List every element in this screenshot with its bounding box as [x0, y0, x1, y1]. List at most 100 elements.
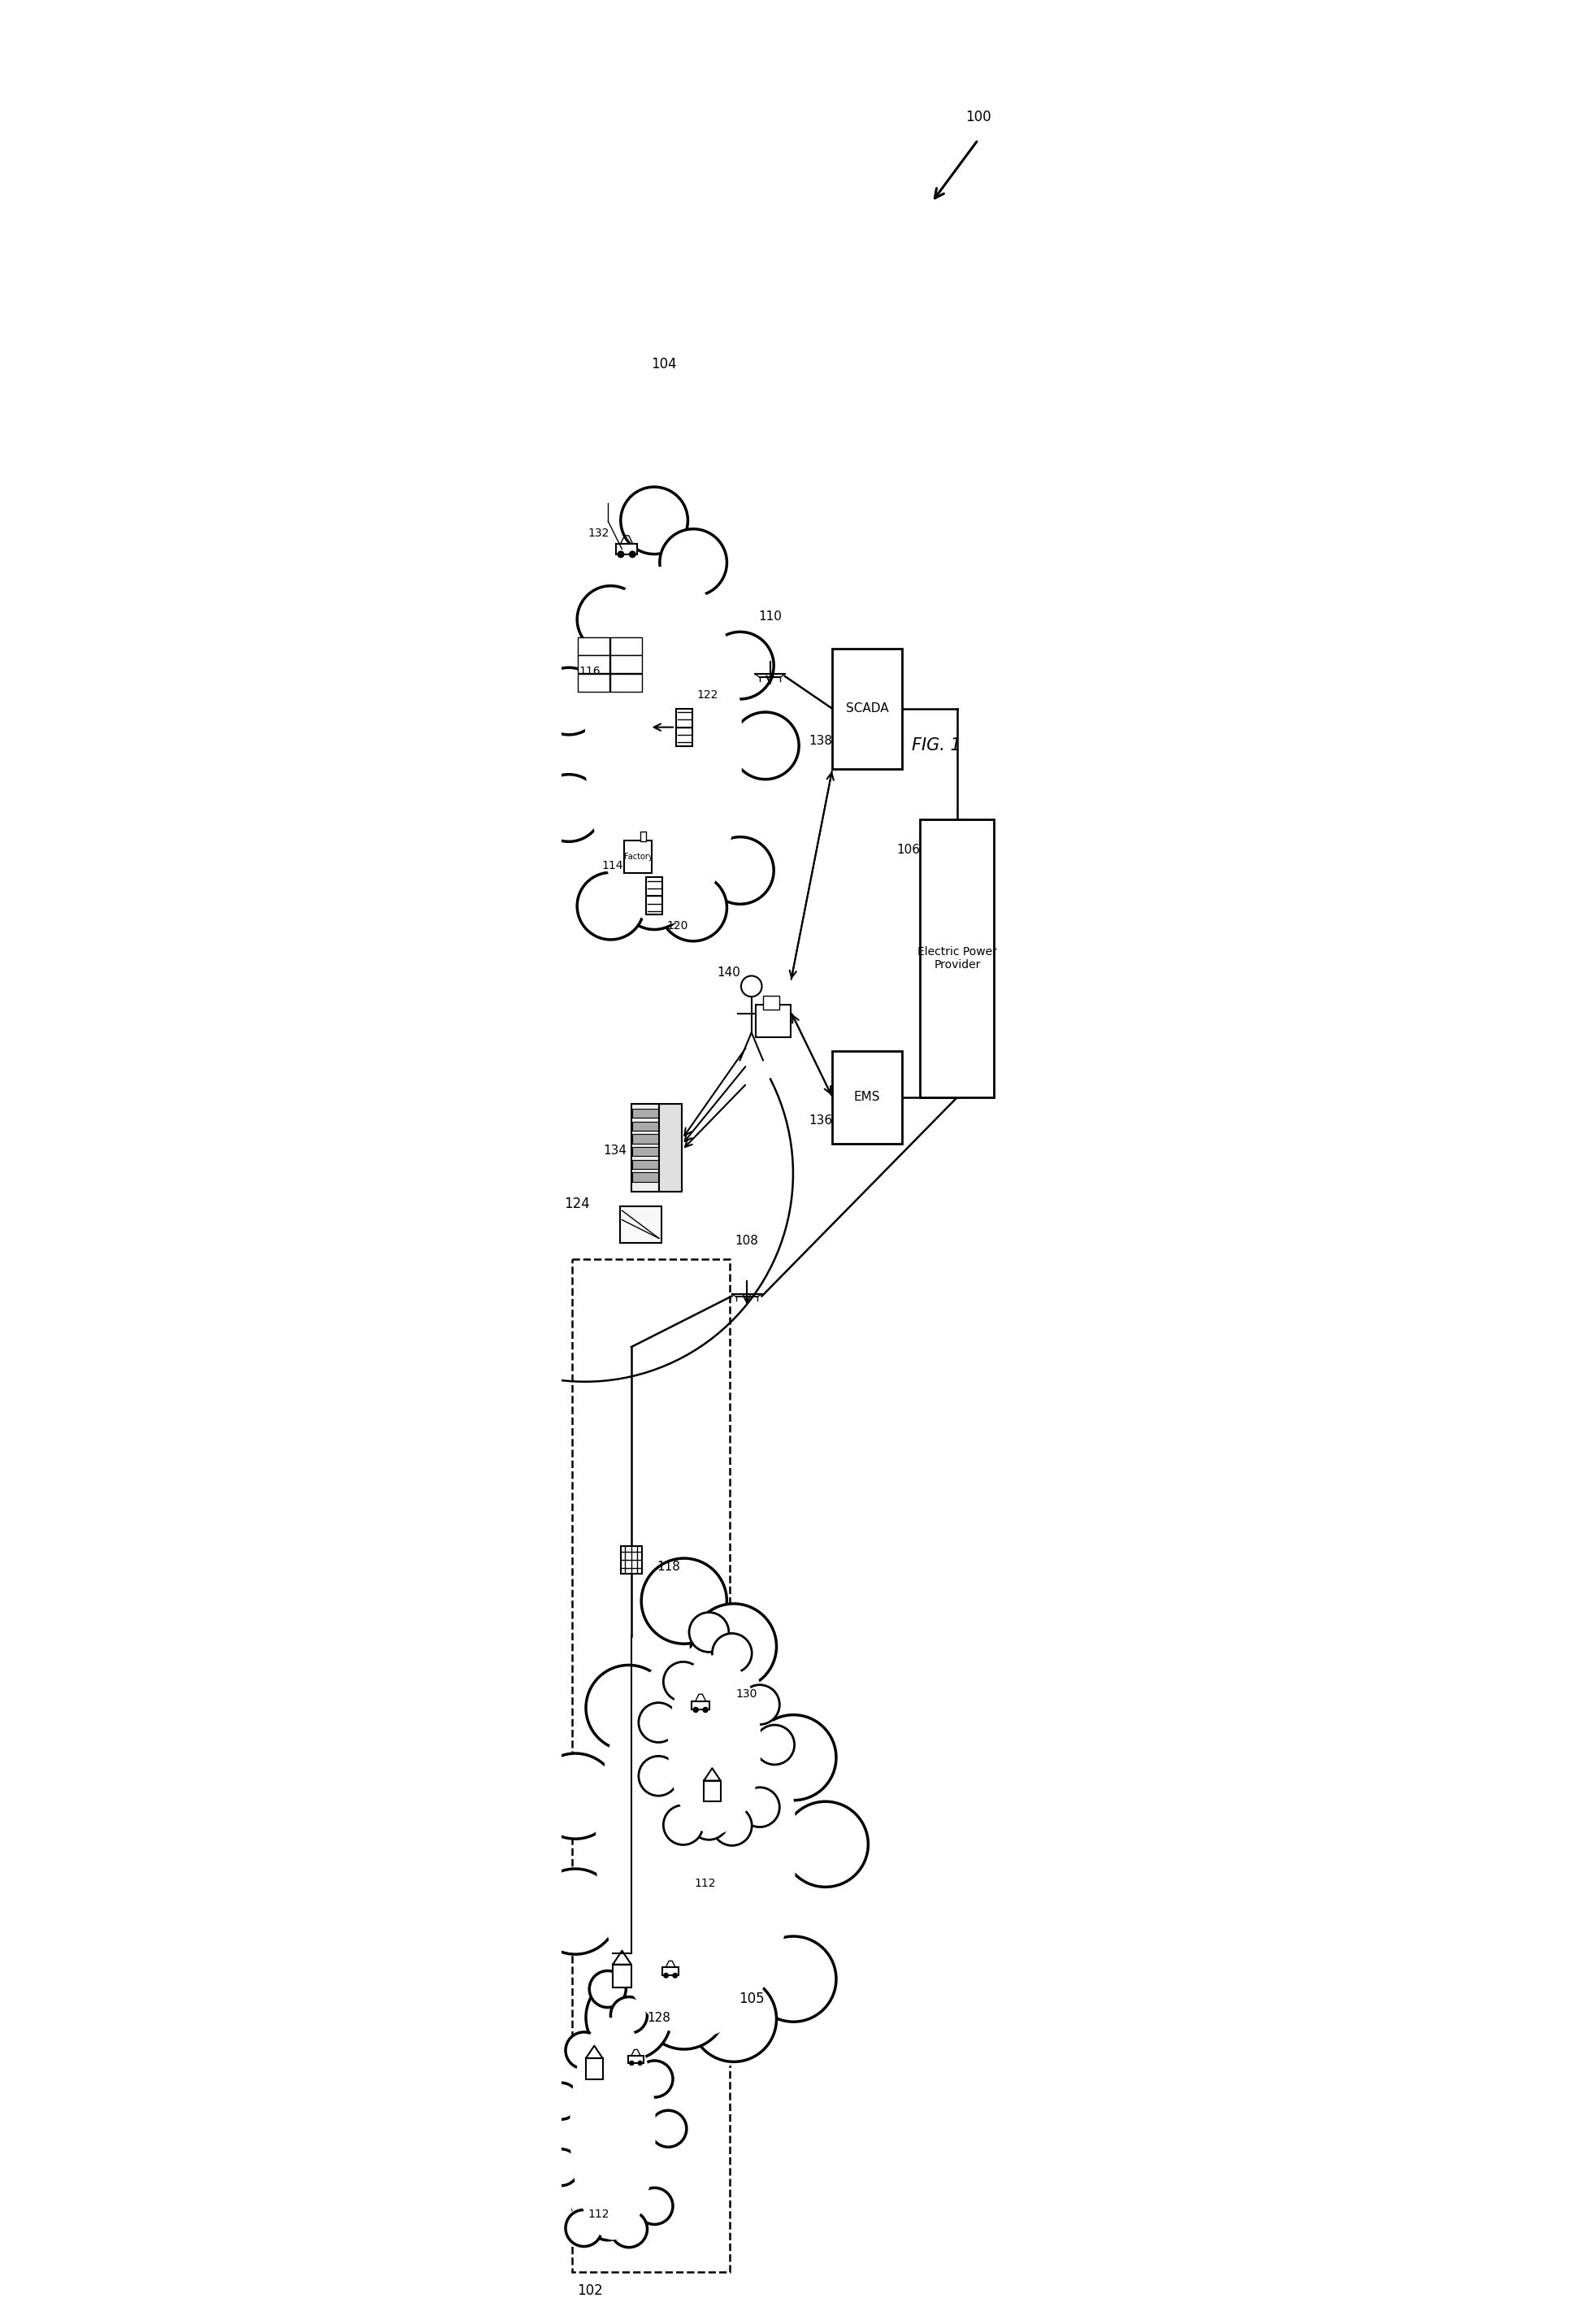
Text: FIG. 1: FIG. 1	[912, 737, 961, 753]
Circle shape	[750, 1715, 837, 1801]
Circle shape	[732, 711, 799, 779]
Text: Factory: Factory	[623, 853, 653, 860]
Ellipse shape	[667, 1655, 761, 1834]
FancyBboxPatch shape	[692, 1701, 710, 1710]
Circle shape	[691, 1975, 777, 2061]
Circle shape	[636, 2061, 674, 2096]
Text: 102: 102	[576, 2282, 603, 2298]
Circle shape	[755, 1724, 794, 1764]
FancyBboxPatch shape	[633, 1171, 658, 1181]
Circle shape	[532, 1868, 619, 1954]
FancyBboxPatch shape	[663, 1968, 678, 1975]
FancyBboxPatch shape	[631, 1104, 659, 1192]
Circle shape	[639, 1757, 678, 1796]
Circle shape	[535, 774, 603, 841]
Circle shape	[589, 2203, 626, 2240]
FancyBboxPatch shape	[615, 544, 637, 555]
FancyBboxPatch shape	[641, 832, 647, 841]
Circle shape	[611, 2210, 647, 2247]
FancyBboxPatch shape	[625, 841, 652, 874]
Circle shape	[713, 1806, 752, 1845]
Circle shape	[641, 1964, 727, 2050]
FancyBboxPatch shape	[659, 1104, 681, 1192]
Text: 132: 132	[589, 528, 609, 539]
FancyBboxPatch shape	[832, 648, 901, 769]
Circle shape	[689, 1613, 728, 1652]
Circle shape	[565, 2210, 603, 2247]
Circle shape	[659, 530, 727, 597]
Text: 112: 112	[589, 2208, 609, 2219]
Text: 100: 100	[966, 109, 991, 123]
FancyBboxPatch shape	[586, 2059, 603, 2080]
FancyBboxPatch shape	[620, 1206, 661, 1243]
Text: 124: 124	[564, 1197, 590, 1211]
Circle shape	[641, 1559, 727, 1643]
Circle shape	[637, 2061, 642, 2066]
Circle shape	[706, 632, 774, 700]
Text: 116: 116	[579, 667, 600, 676]
Text: 106: 106	[896, 844, 920, 855]
Text: 118: 118	[656, 1562, 680, 1573]
FancyBboxPatch shape	[703, 1780, 721, 1801]
FancyBboxPatch shape	[578, 655, 609, 674]
FancyBboxPatch shape	[633, 1160, 658, 1169]
FancyBboxPatch shape	[763, 995, 779, 1009]
Circle shape	[535, 667, 603, 734]
Ellipse shape	[570, 532, 758, 960]
Circle shape	[689, 1801, 728, 1841]
FancyBboxPatch shape	[832, 1050, 901, 1143]
Circle shape	[565, 2031, 603, 2068]
Text: 112: 112	[694, 1878, 716, 1889]
Text: 122: 122	[697, 690, 717, 700]
Circle shape	[783, 1801, 868, 1887]
Ellipse shape	[562, 1996, 664, 2261]
Circle shape	[702, 1706, 708, 1713]
Circle shape	[578, 586, 644, 653]
Circle shape	[672, 1973, 678, 1978]
Circle shape	[543, 2082, 579, 2119]
FancyBboxPatch shape	[633, 1122, 658, 1132]
Text: 138: 138	[809, 734, 832, 748]
Text: 130: 130	[736, 1687, 758, 1699]
Circle shape	[664, 1662, 703, 1701]
Circle shape	[636, 2187, 674, 2224]
Circle shape	[578, 871, 644, 939]
Text: SCADA: SCADA	[846, 702, 889, 716]
FancyBboxPatch shape	[633, 1134, 658, 1143]
Ellipse shape	[576, 1613, 816, 2075]
FancyBboxPatch shape	[578, 674, 609, 693]
Circle shape	[586, 1975, 672, 2059]
Text: 104: 104	[652, 358, 677, 372]
Ellipse shape	[595, 1650, 796, 2038]
Circle shape	[630, 551, 636, 558]
FancyBboxPatch shape	[611, 655, 642, 674]
Text: 108: 108	[735, 1234, 758, 1246]
Circle shape	[639, 1703, 678, 1743]
Circle shape	[586, 1664, 672, 1750]
Circle shape	[664, 1806, 703, 1845]
Text: 134: 134	[603, 1143, 626, 1157]
Circle shape	[692, 1706, 699, 1713]
Circle shape	[589, 1971, 626, 2008]
FancyBboxPatch shape	[628, 2054, 644, 2064]
Circle shape	[543, 2150, 579, 2185]
Text: EMS: EMS	[854, 1092, 881, 1104]
FancyBboxPatch shape	[611, 674, 642, 693]
Circle shape	[620, 488, 688, 553]
Circle shape	[617, 551, 625, 558]
Text: 105: 105	[738, 1992, 765, 2006]
FancyBboxPatch shape	[633, 1109, 658, 1118]
Text: 128: 128	[647, 2013, 670, 2024]
Ellipse shape	[659, 1638, 771, 1852]
Text: 136: 136	[809, 1113, 832, 1127]
FancyBboxPatch shape	[620, 1545, 642, 1573]
Ellipse shape	[570, 2017, 656, 2240]
FancyBboxPatch shape	[920, 820, 994, 1097]
FancyBboxPatch shape	[677, 709, 692, 746]
Circle shape	[532, 1752, 619, 1838]
Circle shape	[739, 1787, 780, 1827]
Circle shape	[750, 1936, 837, 2022]
Text: Electric Power
Provider: Electric Power Provider	[917, 946, 997, 971]
Circle shape	[713, 1634, 752, 1673]
FancyBboxPatch shape	[633, 1148, 658, 1157]
